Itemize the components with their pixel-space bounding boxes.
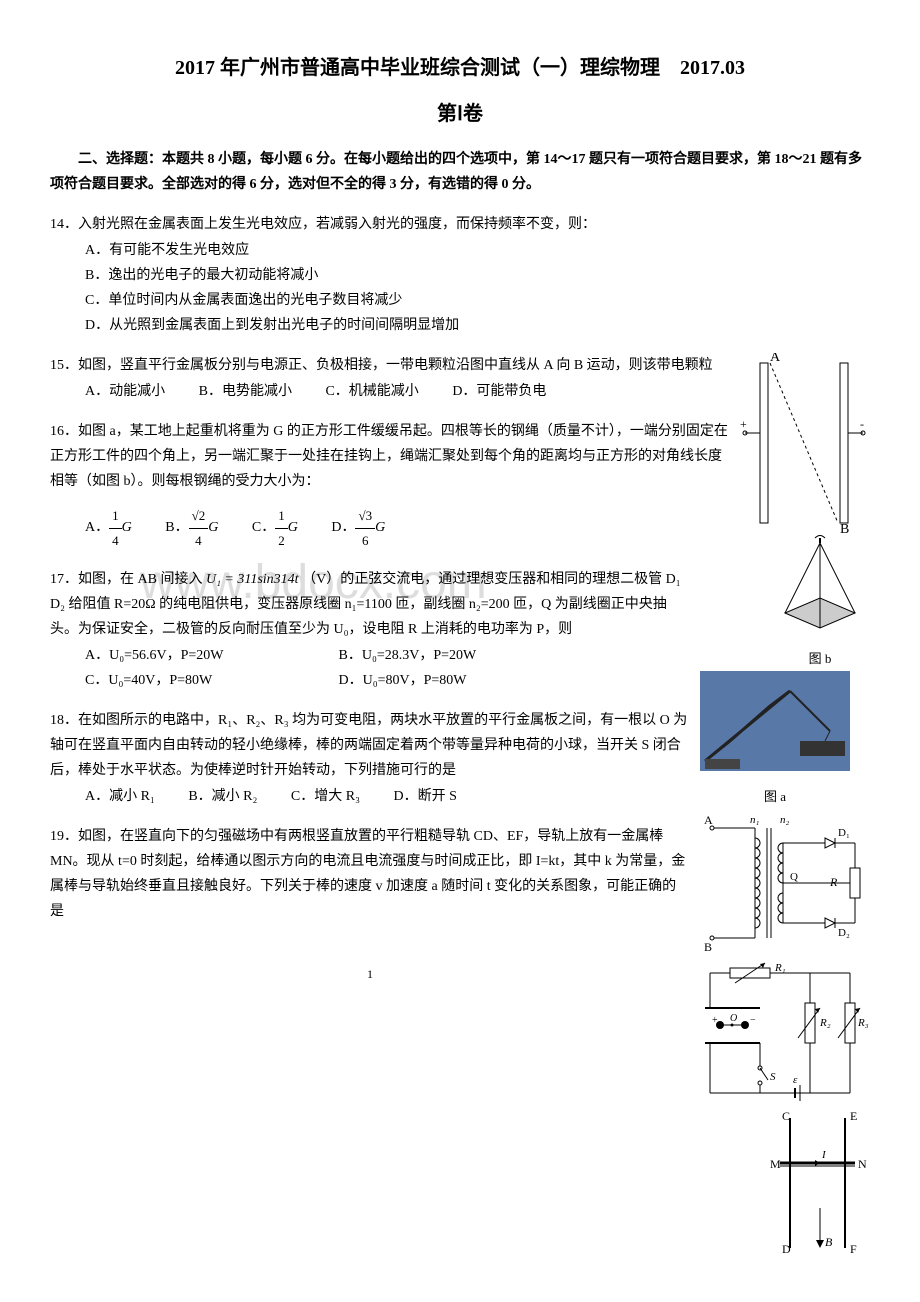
svg-text:R₁: R₁ (774, 962, 786, 974)
svg-text:C: C (782, 1109, 790, 1123)
svg-text:B: B (825, 1235, 833, 1249)
q15-num: 15． (50, 358, 78, 373)
svg-text:E: E (850, 1109, 857, 1123)
q14-stem: 入射光照在金属表面上发生光电效应，若减弱入射光的强度，而保持频率不变，则： (78, 217, 596, 232)
instructions: 二、选择题：本题共 8 小题，每小题 6 分。在每小题给出的四个选项中，第 14… (50, 147, 870, 197)
question-15: 15．如图，竖直平行金属板分别与电源正、负极相接，一带电颗粒沿图中直线从 A 向… (50, 353, 870, 403)
q14-opt-b: B．逸出的光电子的最大初动能将减小 (85, 263, 870, 288)
svg-text:D: D (782, 1242, 791, 1256)
question-17: A B Q n₁ n₂ D₁ D₂ (50, 567, 870, 693)
q16-opt-d: D．√36G (331, 504, 385, 552)
q15-opt-c: C．机械能减小 (325, 379, 418, 404)
q19-figure: C E D F M N I B (760, 1108, 870, 1258)
q18-stem: 在如图所示的电路中，R₁、R₂、R₃ 均为可变电阻，两块水平放置的平行金属板之间… (50, 713, 687, 778)
q17-formula: U₁ = 311sin314t (206, 572, 299, 587)
q16-opt-c: C．12G (252, 504, 298, 552)
q15-opt-a: A．动能减小 (85, 379, 165, 404)
q17-opt-d: D．U₀=80V，P=80W (339, 668, 467, 693)
section-subtitle: 第Ⅰ卷 (50, 96, 870, 132)
svg-text:B: B (704, 940, 712, 954)
svg-text:I: I (821, 1149, 827, 1161)
q17-num: 17． (50, 572, 78, 587)
q17-opt-a: A．U₀=56.6V，P=20W (85, 643, 305, 668)
q18-opt-b: B．减小 R₂ (188, 784, 257, 809)
q14-opt-c: C．单位时间内从金属表面逸出的光电子数目将减少 (85, 288, 870, 313)
q17-stem-pre: 如图，在 AB 间接入 (78, 572, 202, 587)
exam-title: 2017 年广州市普通高中毕业班综合测试（一）理综物理 2017.03 (50, 50, 870, 86)
q17-opt-c: C．U₀=40V，P=80W (85, 668, 305, 693)
svg-text:O: O (730, 1013, 737, 1024)
svg-text:R₂: R₂ (819, 1017, 831, 1029)
q14-opt-a: A．有可能不发生光电效应 (85, 238, 870, 263)
q16-opt-b: B．√24G (165, 504, 218, 552)
q16-stem: 如图 a，某工地上起重机将重为 G 的正方形工件缓缓吊起。四根等长的钢绳（质量不… (50, 424, 728, 489)
svg-text:N: N (858, 1157, 867, 1171)
q14-opt-d: D．从光照到金属表面上到发射出光电子的时间间隔明显增加 (85, 313, 870, 338)
svg-text:+: + (712, 1015, 718, 1026)
q15-opt-d: D．可能带负电 (452, 379, 546, 404)
svg-text:F: F (850, 1242, 857, 1256)
q18-opt-c: C．增大 R₃ (291, 784, 360, 809)
q16-opt-a: A．14G (85, 504, 132, 552)
svg-text:M: M (770, 1157, 781, 1171)
q19-num: 19． (50, 829, 78, 844)
question-14: 14．入射光照在金属表面上发生光电效应，若减弱入射光的强度，而保持频率不变，则：… (50, 212, 870, 338)
q15-stem: 如图，竖直平行金属板分别与电源正、负极相接，一带电颗粒沿图中直线从 A 向 B … (78, 358, 713, 373)
q18-opt-d: D．断开 S (393, 784, 456, 809)
q18-num: 18． (50, 713, 78, 728)
svg-text:R₃: R₃ (857, 1017, 869, 1029)
svg-text:D₂: D₂ (838, 927, 850, 939)
q19-stem: 如图，在竖直向下的匀强磁场中有两根竖直放置的平行粗糙导轨 CD、EF，导轨上放有… (50, 829, 685, 920)
question-19: C E D F M N I B 19．如图，在竖直向下的匀强磁场中有两根竖直放置… (50, 824, 870, 925)
question-16: 图 b 图 a 16．如图 a，某工地上起重机将重为 G 的正方形工件缓缓吊起。… (50, 419, 870, 552)
q16-num: 16． (50, 424, 78, 439)
q14-num: 14． (50, 217, 78, 232)
svg-text:S: S (770, 1071, 776, 1083)
q17-opt-b: B．U₀=28.3V，P=20W (339, 643, 477, 668)
svg-text:ε: ε (793, 1074, 798, 1086)
q18-figure: R₁ + O − S ε (700, 958, 870, 1108)
q15-opt-b: B．电势能减小 (199, 379, 292, 404)
svg-text:−: − (750, 1015, 756, 1026)
q18-opt-a: A．减小 R₁ (85, 784, 155, 809)
question-18: R₁ + O − S ε (50, 708, 870, 809)
